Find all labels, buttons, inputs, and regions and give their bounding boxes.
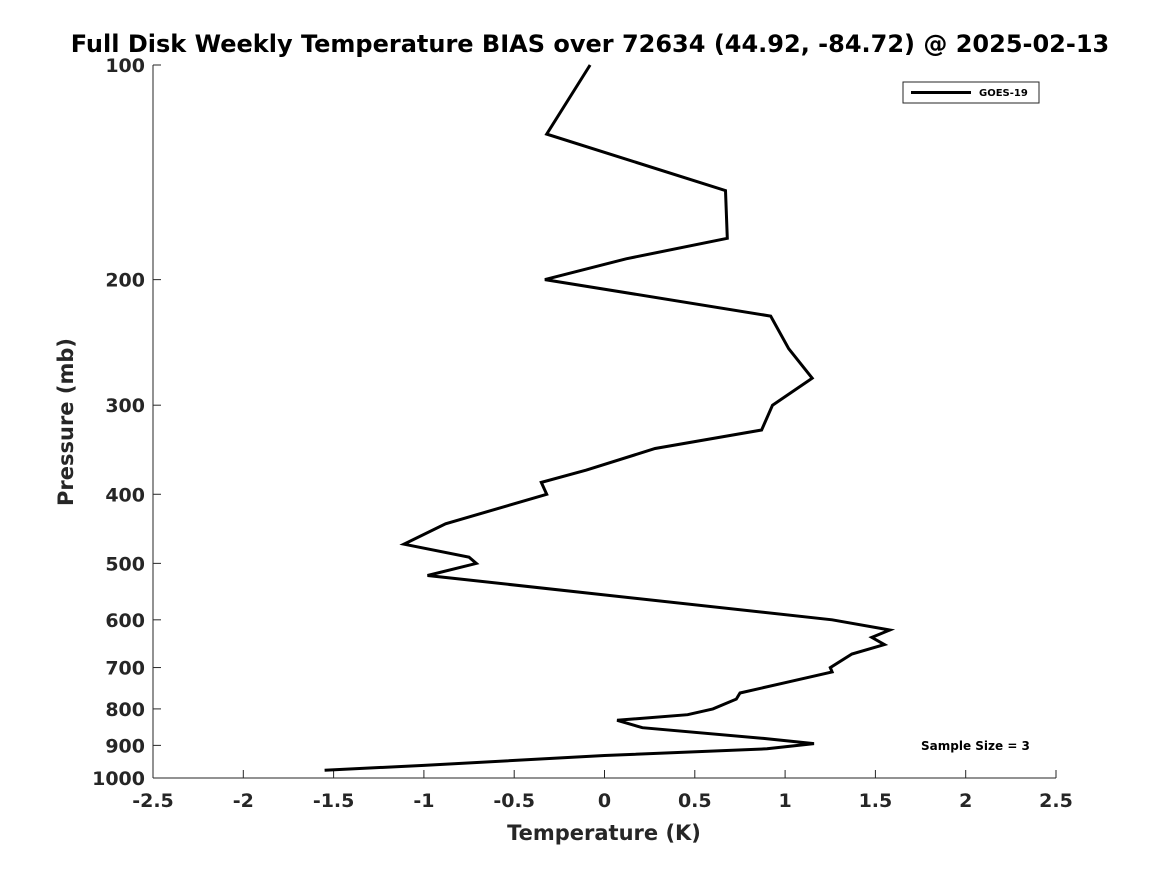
x-tick-label: 1.5 (859, 790, 893, 812)
x-ticks: -2.5 -2 -1.5 -1 -0.5 0 0.5 1 1.5 2 2.5 (132, 770, 1073, 812)
legend: GOES-19 (902, 81, 1040, 104)
chart-title: Full Disk Weekly Temperature BIAS over 7… (71, 30, 1110, 58)
x-tick-label: -1 (413, 790, 434, 812)
y-tick-label: 200 (105, 270, 145, 292)
x-tick-label: 1 (778, 790, 791, 812)
x-tick-label: 2 (959, 790, 972, 812)
y-tick-label: 100 (105, 55, 145, 77)
x-tick-label: 2.5 (1039, 790, 1073, 812)
y-tick-label: 600 (105, 610, 145, 632)
y-ticks: 100 200 300 400 500 600 700 800 900 1000 (92, 55, 161, 790)
y-tick-label: 800 (105, 699, 145, 721)
x-tick-label: -2.5 (132, 790, 174, 812)
x-tick-label: 0.5 (678, 790, 712, 812)
x-tick-label: -1.5 (313, 790, 355, 812)
series-layer (324, 64, 896, 772)
y-tick-label: 300 (105, 395, 145, 417)
y-tick-label: 400 (105, 484, 145, 506)
y-tick-label: 900 (105, 735, 145, 757)
y-tick-label: 1000 (92, 768, 145, 790)
x-axis-label: Temperature (K) (507, 821, 701, 845)
x-tick-label: -0.5 (493, 790, 535, 812)
legend-label: GOES-19 (979, 88, 1028, 99)
x-tick-label: -2 (233, 790, 254, 812)
series-line (324, 64, 896, 772)
plot-axes (152, 65, 1056, 779)
y-axis-label: Pressure (mb) (54, 338, 78, 506)
y-tick-label: 700 (105, 658, 145, 680)
sample-size-annotation: Sample Size = 3 (921, 739, 1030, 753)
x-tick-label: 0 (598, 790, 611, 812)
y-tick-label: 500 (105, 553, 145, 575)
